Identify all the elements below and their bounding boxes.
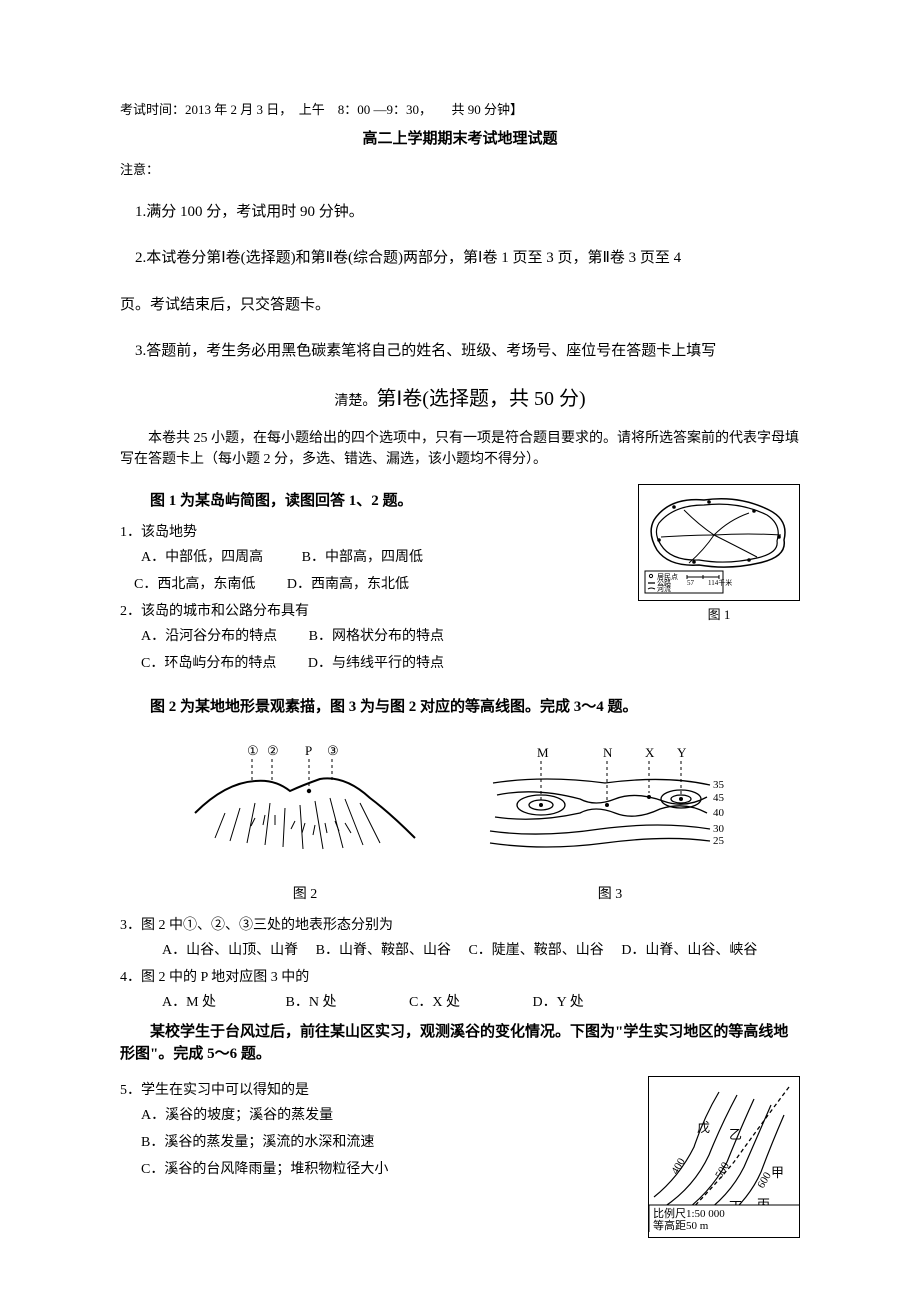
q3-opt-a: A．山谷、山顶、山脊 [162,940,298,961]
q3-stem: 3．图 2 中①、②、③三处的地表形态分别为 [120,915,800,936]
q5-opt-a: A．溪谷的坡度；溪谷的蒸发量 [141,1105,638,1126]
q3-opt-d: D．山脊、山谷、峡谷 [621,940,757,961]
q1-opt-d: D．西南高，东北低 [287,574,409,595]
q3-opt-b: B．山脊、鞍部、山谷 [316,940,451,961]
q4-opt-b: B．N 处 [286,992,406,1013]
exam-meta: 考试时间：2013 年 2 月 3 日， 上午 8：00 —9：30， 共 90… [120,100,800,120]
section-header: 清楚。第Ⅰ卷(选择题，共 50 分) [120,384,800,414]
q4-opt-a: A．M 处 [162,992,282,1013]
group1-intro: 图 1 为某岛屿简图，读图回答 1、2 题。 [120,490,626,513]
q2-opt-b: B．网格状分布的特点 [309,626,444,647]
figure-3-caption: 图 3 [485,884,735,905]
q1-opt-c: C．西北高，东南低 [134,574,255,595]
q2-opt-c: C．环岛屿分布的特点 [141,653,276,674]
section-title: 第Ⅰ卷(选择题，共 50 分) [376,388,585,410]
svg-text:②: ② [267,743,279,758]
q1-opt-a: A．中部低，四周高 [141,547,263,568]
q2-opt-d: D．与纬线平行的特点 [308,653,444,674]
svg-text:N: N [603,745,613,760]
svg-text:戊: 戊 [697,1120,710,1135]
svg-text:57 114千米: 57 114千米 [687,578,732,587]
q1-stem: 1．该岛地势 [120,522,626,543]
figure-2-landscape-sketch: ① ② P ③ [185,743,425,873]
q3-opt-c: C．陡崖、鞍部、山谷 [468,940,603,961]
q4-opt-d: D．Y 处 [533,992,633,1013]
note-label: 注意： [120,160,800,180]
svg-text:30: 30 [713,823,725,835]
rule-3: 3.答题前，考生务必用黑色碳素笔将自己的姓名、班级、考场号、座位号在答题卡上填写 [120,337,800,366]
svg-text:乙: 乙 [729,1127,742,1142]
svg-text:①: ① [247,743,259,758]
figure-2-caption: 图 2 [185,884,425,905]
figure-contour-terrain-map: 戊 乙 甲 丙 丁 400 500 600 比例尺1:50 000 等高距50 … [648,1076,800,1239]
group3-intro: 某校学生于台风过后，前往某山区实习，观测溪谷的变化情况。下图为"学生实习地区的等… [120,1021,800,1066]
rule-2a: 2.本试卷分第Ⅰ卷(选择题)和第Ⅱ卷(综合题)两部分，第Ⅰ卷 1 页至 3 页，… [120,244,800,273]
rule-2b: 页。考试结束后，只交答题卡。 [120,291,800,320]
svg-text:45: 45 [713,792,725,804]
svg-text:比例尺1:50 000: 比例尺1:50 000 [653,1206,725,1220]
section-prefix: 清楚。 [334,394,376,409]
svg-text:M: M [537,745,549,760]
group2-intro: 图 2 为某地地形景观素描，图 3 为与图 2 对应的等高线图。完成 3～4 题… [120,696,800,719]
svg-text:25: 25 [713,835,725,847]
q4-opt-c: C．X 处 [409,992,529,1013]
figure-1-caption: 图 1 [638,605,800,625]
svg-text:40: 40 [713,807,725,819]
section-instructions: 本卷共 25 小题，在每小题给出的四个选项中，只有一项是符合题目要求的。请将所选… [120,428,800,470]
q5-stem: 5．学生在实习中可以得知的是 [120,1080,638,1101]
exam-title: 高二上学期期末考试地理试题 [120,128,800,151]
svg-text:河流: 河流 [657,584,671,593]
svg-text:X: X [645,745,655,760]
q2-stem: 2．该岛的城市和公路分布具有 [120,601,626,622]
svg-text:P: P [305,743,312,758]
svg-text:Y: Y [677,745,687,760]
q5-opt-b: B．溪谷的蒸发量；溪流的水深和流速 [141,1132,638,1153]
q1-opt-b: B．中部高，四周低 [302,547,423,568]
svg-text:等高距50 m: 等高距50 m [653,1218,709,1232]
q5-opt-c: C．溪谷的台风降雨量；堆积物粒径大小 [141,1159,638,1180]
figure-1-island-map: 居民点 公路 河流 57 114千米 [638,484,800,602]
q2-opt-a: A．沿河谷分布的特点 [141,626,277,647]
rule-1: 1.满分 100 分，考试用时 90 分钟。 [120,198,800,227]
svg-text:③: ③ [327,743,339,758]
figure-3-contour-map: M N X Y 35 45 40 3 [485,743,735,873]
svg-text:35: 35 [713,779,725,791]
q4-stem: 4．图 2 中的 P 地对应图 3 中的 [120,967,800,988]
